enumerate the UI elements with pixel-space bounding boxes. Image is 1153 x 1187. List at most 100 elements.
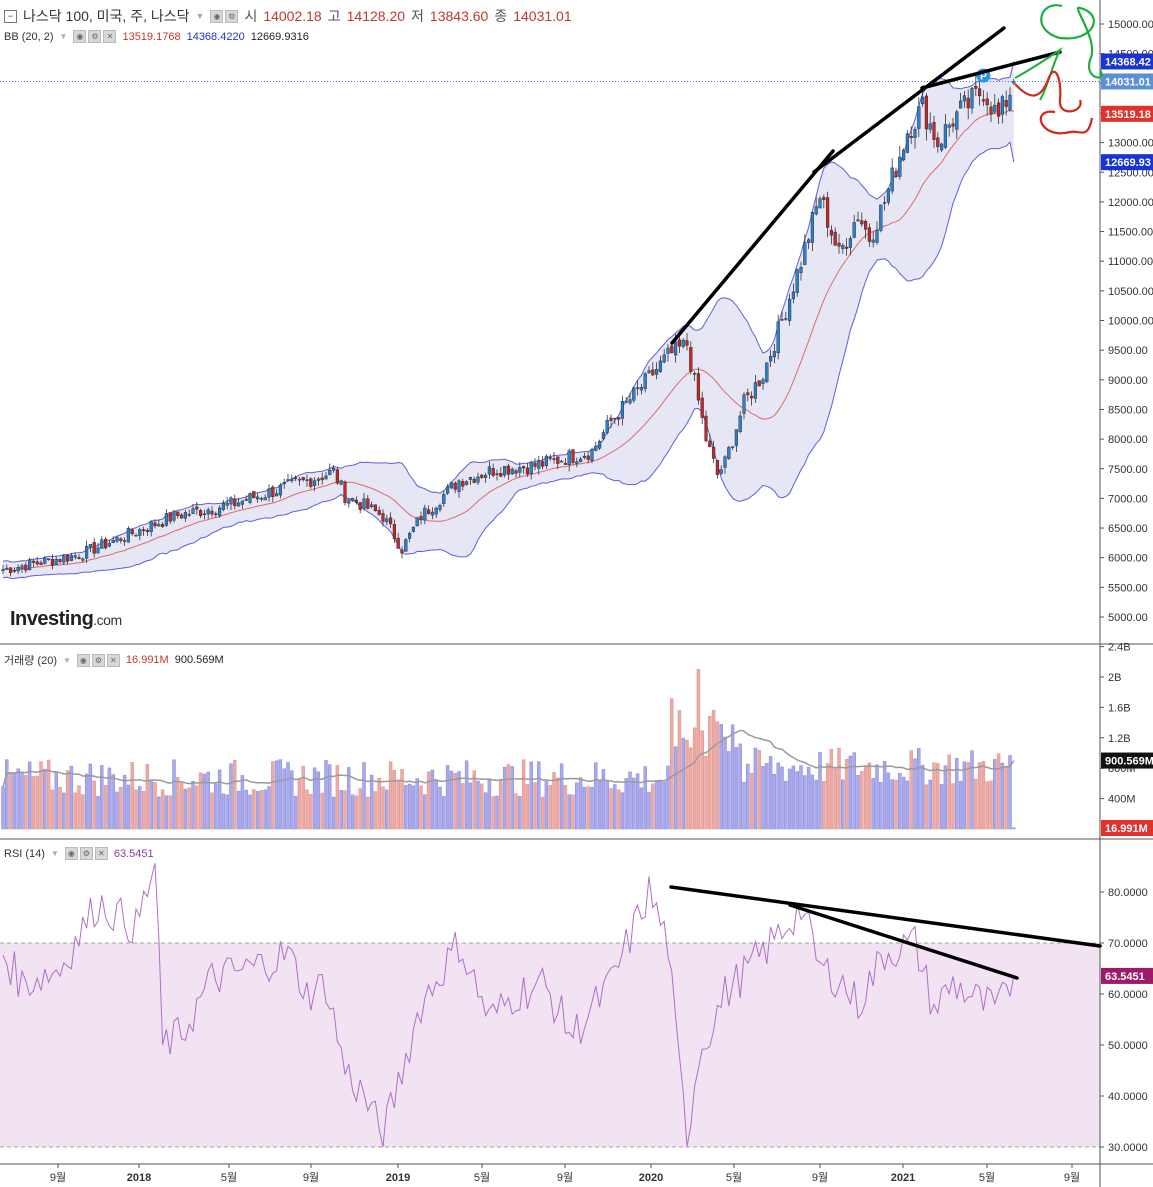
candle-body[interactable]	[696, 373, 700, 401]
volume-label[interactable]: 거래량 (20)	[4, 655, 57, 667]
candle-body[interactable]	[225, 502, 229, 506]
candle-body[interactable]	[461, 481, 465, 487]
bb-controls[interactable]: ◉ ⚙ ✕	[73, 30, 117, 43]
candle-body[interactable]	[381, 513, 385, 522]
candle-body[interactable]	[529, 461, 533, 474]
candle-body[interactable]	[275, 493, 279, 497]
candle-body[interactable]	[560, 460, 564, 463]
candle-body[interactable]	[636, 387, 640, 389]
candle-body[interactable]	[256, 496, 260, 500]
candle-body[interactable]	[510, 468, 514, 475]
candle-body[interactable]	[708, 440, 712, 448]
candle-body[interactable]	[373, 504, 377, 512]
candle-body[interactable]	[548, 457, 552, 459]
candle-body[interactable]	[434, 507, 438, 515]
candle-body[interactable]	[263, 497, 267, 501]
candle-body[interactable]	[248, 493, 252, 503]
candle-body[interactable]	[229, 497, 233, 505]
candle-body[interactable]	[58, 559, 62, 562]
candle-body[interactable]	[928, 123, 932, 130]
candle-body[interactable]	[297, 479, 301, 481]
candle-body[interactable]	[206, 509, 210, 515]
candle-body[interactable]	[278, 484, 282, 496]
candle-body[interactable]	[5, 567, 9, 570]
candle-body[interactable]	[579, 458, 583, 463]
candle-body[interactable]	[522, 466, 526, 469]
candle-body[interactable]	[643, 373, 647, 389]
candle-body[interactable]	[487, 466, 491, 475]
candle-body[interactable]	[518, 467, 522, 473]
candle-body[interactable]	[465, 481, 469, 485]
candle-body[interactable]	[723, 456, 727, 468]
candle-body[interactable]	[233, 498, 237, 506]
candle-body[interactable]	[73, 555, 77, 558]
candle-body[interactable]	[198, 510, 203, 516]
candle-body[interactable]	[890, 167, 894, 192]
candle-body[interactable]	[883, 202, 887, 204]
candle-body[interactable]	[902, 149, 906, 161]
rsi-label[interactable]: RSI (14)	[4, 847, 45, 860]
candle-body[interactable]	[921, 96, 925, 105]
candle-body[interactable]	[153, 522, 157, 527]
candle-body[interactable]	[271, 486, 275, 497]
candle-body[interactable]	[586, 455, 590, 460]
candle-body[interactable]	[96, 547, 100, 554]
candle-body[interactable]	[601, 432, 605, 440]
candle-body[interactable]	[727, 447, 731, 459]
candle-body[interactable]	[301, 477, 305, 480]
candle-body[interactable]	[997, 102, 1001, 117]
candle-body[interactable]	[932, 122, 936, 140]
candle-body[interactable]	[525, 467, 529, 475]
candle-body[interactable]	[202, 513, 206, 515]
candle-body[interactable]	[195, 506, 199, 510]
candle-body[interactable]	[449, 482, 453, 489]
candle-body[interactable]	[829, 229, 833, 236]
candle-body[interactable]	[571, 449, 575, 463]
candle-body[interactable]	[780, 319, 784, 321]
candle-body[interactable]	[92, 542, 96, 554]
candle-body[interactable]	[639, 387, 643, 391]
candle-body[interactable]	[563, 463, 567, 465]
candle-body[interactable]	[582, 455, 586, 458]
candle-body[interactable]	[408, 532, 412, 539]
candle-body[interactable]	[624, 400, 628, 403]
candle-body[interactable]	[347, 499, 351, 504]
candle-body[interactable]	[35, 561, 39, 565]
candle-body[interactable]	[316, 478, 320, 481]
candle-body[interactable]	[940, 143, 944, 151]
candle-body[interactable]	[172, 510, 176, 521]
candle-body[interactable]	[833, 231, 837, 246]
candle-body[interactable]	[47, 558, 51, 560]
candle-body[interactable]	[837, 242, 841, 247]
candle-body[interactable]	[799, 267, 803, 273]
candle-body[interactable]	[955, 111, 959, 130]
candle-body[interactable]	[476, 476, 480, 483]
candle-body[interactable]	[917, 106, 921, 129]
candle-body[interactable]	[715, 460, 719, 475]
bb-label[interactable]: BB (20, 2)	[4, 30, 54, 43]
candle-body[interactable]	[974, 85, 978, 89]
candle-body[interactable]	[404, 539, 408, 552]
candle-body[interactable]	[871, 239, 875, 243]
candle-body[interactable]	[700, 397, 704, 418]
candle-body[interactable]	[567, 450, 571, 465]
candle-body[interactable]	[495, 473, 499, 475]
candle-body[interactable]	[674, 341, 678, 356]
candle-body[interactable]	[324, 475, 328, 480]
candle-body[interactable]	[480, 474, 484, 478]
candle-body[interactable]	[613, 418, 617, 420]
candle-body[interactable]	[704, 415, 708, 442]
candle-body[interactable]	[294, 477, 298, 479]
candle-body[interactable]	[446, 486, 450, 494]
candle-body[interactable]	[50, 559, 54, 566]
candle-body[interactable]	[457, 480, 461, 492]
candle-body[interactable]	[141, 529, 146, 532]
candle-body[interactable]	[681, 339, 685, 347]
candle-body[interactable]	[491, 468, 495, 476]
candle-body[interactable]	[970, 88, 974, 109]
candle-body[interactable]	[145, 529, 149, 532]
candle-body[interactable]	[157, 524, 161, 527]
candle-body[interactable]	[176, 511, 180, 517]
candle-body[interactable]	[183, 512, 187, 519]
candle-body[interactable]	[757, 380, 761, 387]
